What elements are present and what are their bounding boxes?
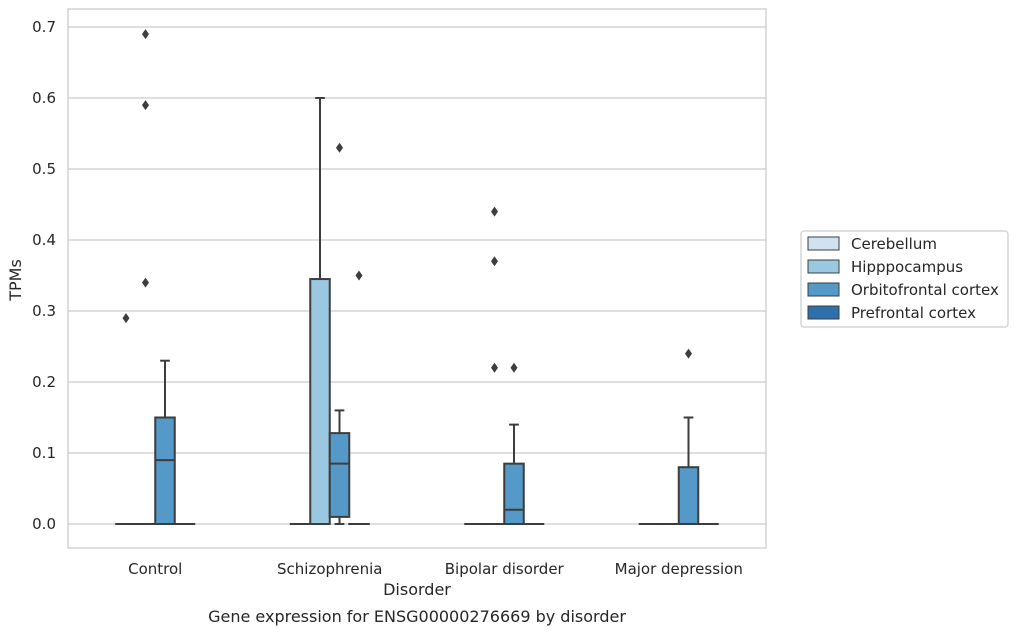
y-tick-label: 0.0 [32, 515, 56, 533]
box-group [348, 270, 370, 526]
outlier-point [142, 277, 149, 288]
box-plot-series [115, 29, 719, 526]
y-tick-label: 0.7 [32, 18, 56, 36]
outlier-point [491, 362, 498, 373]
box-group [483, 206, 506, 526]
box-group [309, 97, 331, 525]
box-group [115, 313, 137, 526]
plot-frame [67, 8, 767, 549]
outlier-point [142, 29, 149, 40]
x-axis-title: Disorder [383, 580, 451, 599]
outlier-point [491, 256, 498, 267]
y-tick-label: 0.4 [32, 231, 56, 249]
y-tick-label: 0.3 [32, 302, 56, 320]
chart-caption: Gene expression for ENSG00000276669 by d… [208, 607, 626, 626]
outlier-point [510, 362, 518, 373]
legend-frame [800, 230, 1009, 328]
outlier-point [491, 206, 498, 217]
box-body [503, 462, 525, 525]
y-axis-title: TPMs [6, 259, 25, 302]
y-tick-label: 0.2 [32, 373, 56, 391]
x-tick-labels: Control Schizophrenia Bipolar disorder Majo… [128, 560, 743, 578]
y-tick-label: 0.1 [32, 444, 56, 462]
y-tick-label: 0.6 [32, 89, 56, 107]
legend-label: Orbitofrontal cortex [851, 281, 999, 299]
legend-label: Hipppocampus [851, 258, 963, 276]
box-group [154, 359, 176, 525]
legend: Cerebellum Hipppocampus Orbitofrontal cort… [800, 230, 1009, 328]
box-body [328, 432, 351, 518]
legend-label: Cerebellum [851, 235, 937, 253]
y-tick-label: 0.5 [32, 160, 56, 178]
outlier-point [685, 348, 692, 359]
legend-swatch [807, 282, 840, 297]
legend-label: Prefrontal cortex [851, 304, 976, 322]
box-body [309, 278, 331, 525]
x-tick-label: Schizophrenia [277, 560, 382, 578]
box-group [503, 362, 525, 525]
outlier-point [142, 100, 149, 111]
outlier-point [336, 142, 343, 153]
grid-lines [68, 26, 766, 525]
x-tick-label: Bipolar disorder [445, 560, 565, 578]
x-tick-label: Major depression [615, 560, 743, 578]
outlier-point [355, 270, 363, 281]
box-group [134, 29, 157, 526]
box-group [677, 348, 700, 526]
legend-swatch [807, 305, 840, 320]
box-body [154, 416, 176, 525]
box-group [328, 142, 351, 525]
legend-swatch [807, 259, 840, 274]
box-body [677, 466, 700, 526]
y-tick-labels: 0.0 0.1 0.2 0.3 0.4 0.5 0.6 0.7 [32, 18, 56, 533]
x-tick-label: Control [128, 560, 182, 578]
legend-swatch [807, 236, 840, 251]
outlier-point [122, 313, 130, 324]
